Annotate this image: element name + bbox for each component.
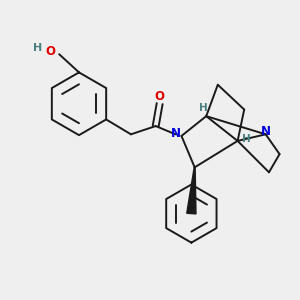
Text: H: H [199, 103, 207, 113]
Text: N: N [261, 125, 271, 138]
Text: N: N [171, 127, 181, 140]
Text: H: H [242, 134, 251, 144]
Text: O: O [155, 90, 165, 103]
Text: H: H [33, 43, 42, 53]
Text: O: O [45, 45, 55, 58]
Polygon shape [187, 167, 196, 214]
